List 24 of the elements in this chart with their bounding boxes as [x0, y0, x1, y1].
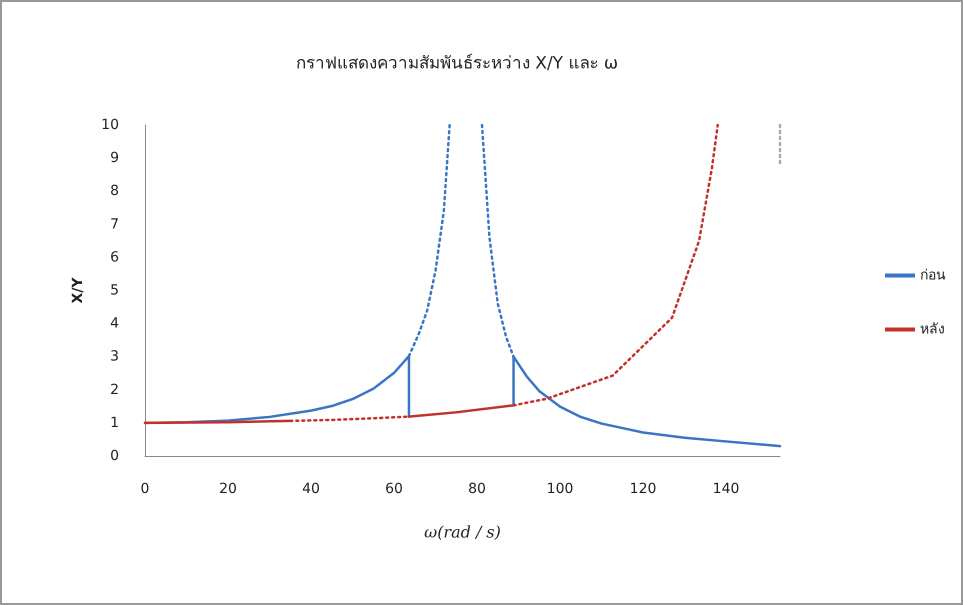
y-tick-label: 0 — [110, 448, 119, 464]
y-tick-label: 5 — [110, 282, 119, 298]
x-tick-label: 80 — [468, 481, 486, 497]
x-tick-label: 60 — [385, 481, 403, 497]
y-tick-label: 10 — [101, 117, 119, 133]
y-tick-label: 6 — [110, 249, 120, 266]
y-tick-label: 9 — [110, 150, 119, 166]
y-tick-label: 3 — [110, 348, 119, 365]
x-tick-label: 100 — [546, 481, 574, 497]
y-tick-label: 8 — [110, 183, 119, 200]
legend-label: หลัง — [920, 322, 945, 338]
x-tick-label: 40 — [302, 481, 320, 497]
y-tick-label: 2 — [110, 382, 119, 398]
legend-label: ก่อน — [920, 268, 946, 284]
x-tick-label: 0 — [140, 481, 150, 497]
y-axis-title: X/Y — [70, 276, 86, 304]
y-tick-label: 7 — [110, 216, 119, 232]
y-tick-label: 4 — [110, 316, 120, 332]
x-axis-title: ω(rad / s) — [424, 522, 501, 542]
x-tick-label: 120 — [630, 481, 656, 497]
chart-title: กราฟแสดงความสัมพันธ์ระหว่าง X/Y และ ω — [296, 54, 618, 74]
x-tick-label: 20 — [219, 481, 237, 497]
x-tick-label: 140 — [712, 481, 740, 497]
y-tick-label: 1 — [110, 414, 119, 431]
